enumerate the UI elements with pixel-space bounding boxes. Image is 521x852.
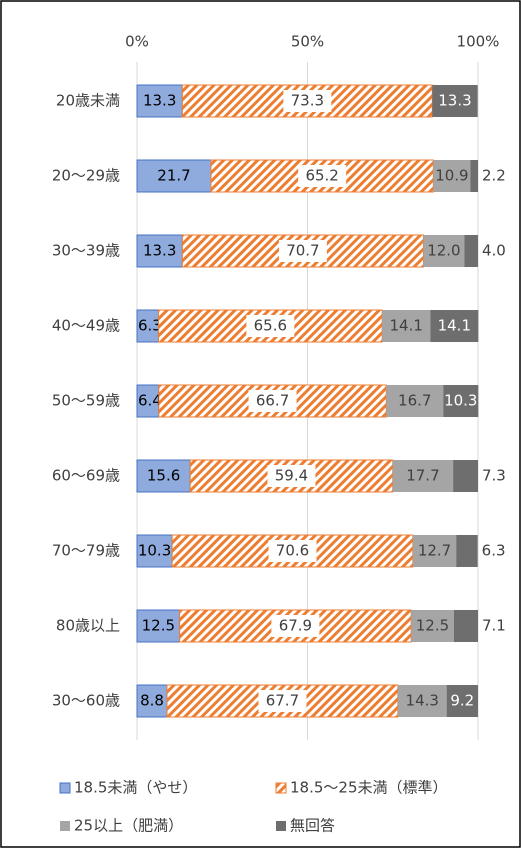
category-label: 20～29歳 bbox=[52, 167, 120, 185]
legend-label: 18.5未満（やせ） bbox=[74, 779, 197, 797]
value-label: 15.6 bbox=[147, 467, 180, 485]
bar-segment bbox=[136, 609, 181, 643]
value-label: 21.7 bbox=[157, 167, 190, 185]
legend-swatch bbox=[276, 821, 286, 831]
value-label: 6.3 bbox=[482, 542, 506, 560]
bar-segment bbox=[136, 159, 212, 193]
bar-segment bbox=[456, 535, 478, 567]
value-label: 7.3 bbox=[482, 467, 506, 485]
value-label: 65.2 bbox=[305, 167, 338, 185]
value-label: 6.3 bbox=[138, 317, 162, 335]
value-label: 12.7 bbox=[418, 542, 451, 560]
legend-swatch bbox=[275, 782, 287, 794]
value-label: 12.5 bbox=[416, 617, 449, 635]
value-label: 14.1 bbox=[438, 317, 471, 335]
category-label: 20歳未満 bbox=[56, 92, 120, 110]
bar-segment bbox=[386, 385, 444, 417]
category-label: 30～39歳 bbox=[52, 242, 120, 260]
value-label: 12.0 bbox=[427, 242, 460, 260]
bar-segment bbox=[453, 610, 478, 642]
category-label: 70～79歳 bbox=[52, 542, 120, 560]
value-label: 13.3 bbox=[143, 242, 176, 260]
category-label: 30～60歳 bbox=[52, 692, 120, 710]
label-bg bbox=[258, 690, 307, 712]
x-tick-label: 100% bbox=[457, 33, 500, 51]
bar-segment bbox=[432, 85, 478, 117]
value-label: 8.8 bbox=[140, 692, 164, 710]
legend-label: 25以上（肥満） bbox=[74, 817, 183, 835]
value-label: 67.7 bbox=[266, 692, 299, 710]
value-label: 6.4 bbox=[138, 392, 162, 410]
category-label: 40～49歳 bbox=[52, 317, 120, 335]
value-label: 12.5 bbox=[142, 617, 175, 635]
bar-segment bbox=[446, 685, 478, 717]
value-label: 14.3 bbox=[406, 692, 439, 710]
value-label: 10.3 bbox=[138, 542, 171, 560]
label-bg bbox=[278, 240, 327, 262]
bar-segment bbox=[136, 234, 183, 268]
value-label: 13.3 bbox=[438, 92, 471, 110]
value-label: 9.2 bbox=[450, 692, 474, 710]
label-bg bbox=[248, 390, 297, 412]
value-label: 14.1 bbox=[390, 317, 423, 335]
value-label: 7.1 bbox=[482, 617, 506, 635]
bar-segment bbox=[433, 160, 471, 192]
bar-segment bbox=[453, 460, 478, 492]
label-bg bbox=[268, 540, 317, 562]
value-label: 13.3 bbox=[143, 92, 176, 110]
bar-segment bbox=[382, 310, 431, 342]
label-bg bbox=[246, 315, 295, 337]
label-bg bbox=[298, 165, 347, 187]
value-label: 65.6 bbox=[254, 317, 287, 335]
bar-segment bbox=[423, 235, 465, 267]
value-label: 59.4 bbox=[275, 467, 308, 485]
label-bg bbox=[271, 615, 320, 637]
x-tick-label: 50% bbox=[291, 33, 324, 51]
bar-segment bbox=[411, 610, 454, 642]
value-label: 4.0 bbox=[482, 242, 506, 260]
legend-swatch bbox=[60, 821, 70, 831]
value-label: 73.3 bbox=[291, 92, 324, 110]
value-label: 17.7 bbox=[406, 467, 439, 485]
value-label: 70.6 bbox=[276, 542, 309, 560]
legend-label: 18.5～25未満（標準） bbox=[290, 779, 448, 797]
legend-label: 無回答 bbox=[290, 817, 335, 835]
label-bg bbox=[283, 90, 332, 112]
bar-segment bbox=[464, 235, 478, 267]
category-label: 60～69歳 bbox=[52, 467, 120, 485]
bar-segment bbox=[136, 534, 173, 568]
label-bg bbox=[267, 465, 316, 487]
bar-segment bbox=[136, 84, 183, 118]
bar-segment bbox=[443, 385, 479, 417]
bar-segment bbox=[136, 684, 168, 718]
bar-segment bbox=[430, 310, 479, 342]
bar-segment bbox=[392, 460, 454, 492]
bar-segment bbox=[397, 685, 447, 717]
value-label: 2.2 bbox=[482, 167, 506, 185]
value-label: 66.7 bbox=[256, 392, 289, 410]
value-label: 16.7 bbox=[398, 392, 431, 410]
category-label: 50～59歳 bbox=[52, 392, 120, 410]
bar-segment bbox=[412, 535, 457, 567]
bar-segment bbox=[470, 160, 478, 192]
bar-segment bbox=[136, 459, 191, 493]
x-tick-label: 0% bbox=[125, 33, 149, 51]
category-label: 80歳以上 bbox=[56, 617, 120, 635]
value-label: 67.9 bbox=[279, 617, 312, 635]
value-label: 10.3 bbox=[444, 392, 477, 410]
value-label: 10.9 bbox=[435, 167, 468, 185]
legend-swatch bbox=[59, 782, 71, 794]
value-label: 70.7 bbox=[286, 242, 319, 260]
